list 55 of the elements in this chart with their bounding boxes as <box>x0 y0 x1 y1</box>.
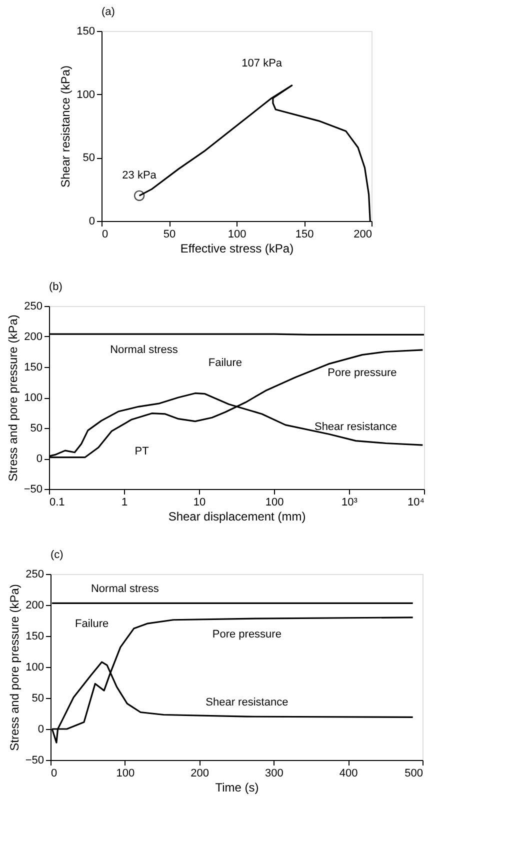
x-axis-title: Time (s) <box>215 780 259 794</box>
x-tick-label: 200 <box>190 768 209 780</box>
y-tick-label: 100 <box>24 392 42 404</box>
y-tick-label: 50 <box>82 152 95 164</box>
y-tick-label: 150 <box>24 362 42 374</box>
y-tick-label: 200 <box>26 600 44 612</box>
chart-title: (b) <box>49 281 62 293</box>
x-tick-label: 200 <box>354 228 372 240</box>
x-tick-label: 50 <box>163 228 176 240</box>
y-tick-label: 0 <box>88 216 95 228</box>
x-tick-label: 400 <box>339 768 358 780</box>
y-tick-label: −50 <box>24 484 42 496</box>
x-tick-label: 0.1 <box>50 496 65 508</box>
y-tick-label: 100 <box>76 88 95 101</box>
y-tick-label: 100 <box>26 662 44 674</box>
x-tick-label: 150 <box>295 228 314 240</box>
y-tick-label: 50 <box>32 692 44 704</box>
y-tick-label: 250 <box>24 300 42 312</box>
x-tick-label: 0 <box>102 228 108 240</box>
y-axis-title: Shear resistance (kPa) <box>58 65 73 188</box>
chart-title: (c) <box>50 549 64 561</box>
series-label: Normal stress <box>90 583 160 596</box>
series-label: Shear resistance <box>206 696 288 709</box>
x-tick-label: 300 <box>265 768 284 780</box>
chart-title: (a) <box>102 6 115 18</box>
x-tick-label: 500 <box>404 768 423 780</box>
series-label: Shear resistance <box>314 420 398 433</box>
x-tick-label: 0 <box>51 768 58 780</box>
annotation: Failure <box>208 357 242 370</box>
annotation: Failure <box>75 618 109 630</box>
y-tick-label: 250 <box>26 568 44 580</box>
x-tick-label: 10³ <box>342 496 358 508</box>
y-tick-label: 50 <box>30 422 42 434</box>
y-tick-label: 150 <box>76 26 95 38</box>
x-tick-label: 10⁴ <box>408 496 425 508</box>
series-label: Normal stress <box>110 344 178 356</box>
y-tick-label: 150 <box>26 630 44 642</box>
x-tick-label: 1 <box>121 496 128 508</box>
x-tick-label: 100 <box>228 228 246 240</box>
y-axis-title: Stress and pore pressure (kPa) <box>6 314 20 482</box>
x-tick-label: 100 <box>265 496 284 508</box>
annotation: 107 kPa <box>242 57 283 70</box>
x-tick-label: 100 <box>116 768 135 780</box>
series-label: Pore pressure <box>328 366 397 379</box>
x-axis-title: Shear displacement (mm) <box>168 510 306 524</box>
annotation: PT <box>134 445 150 458</box>
annotation: 23 kPa <box>122 170 158 182</box>
x-tick-label: 10 <box>193 496 206 508</box>
y-tick-label: 0 <box>38 724 44 736</box>
y-tick-label: −50 <box>25 754 44 766</box>
y-tick-label: 200 <box>24 331 42 343</box>
series-label: Pore pressure <box>212 628 282 641</box>
x-axis-title: Effective stress (kPa) <box>180 242 294 256</box>
y-tick-label: 0 <box>36 453 42 465</box>
y-axis-title: Stress and pore pressure (kPa) <box>7 584 22 751</box>
